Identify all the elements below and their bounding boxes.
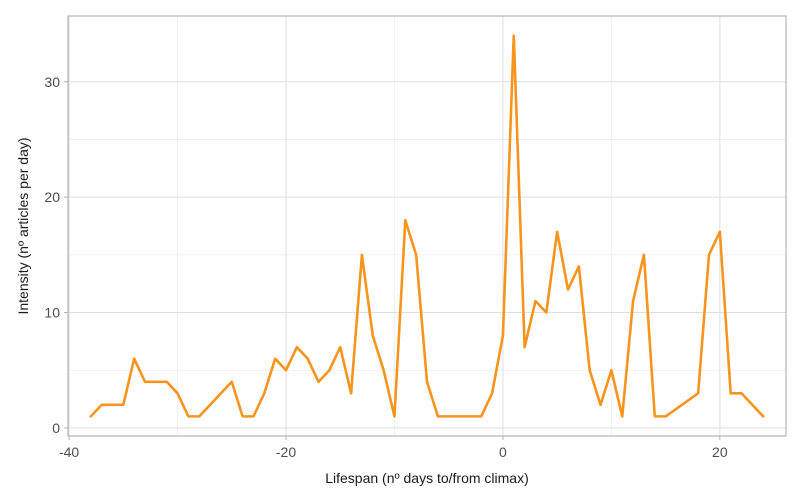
- x-tick-label: -40: [59, 444, 79, 460]
- y-tick-label: 0: [52, 420, 60, 436]
- major-gridlines: [68, 16, 786, 436]
- x-tick-label: 20: [712, 444, 728, 460]
- x-axis-title: Lifespan (nº days to/from climax): [325, 470, 529, 486]
- y-tick-label: 20: [44, 189, 60, 205]
- series-layer: [89, 34, 765, 418]
- series-line: [89, 34, 765, 418]
- plot-panel: [68, 16, 786, 436]
- x-tick-label: 0: [499, 444, 507, 460]
- y-tick-label: 10: [44, 305, 60, 321]
- plot-border: [67, 15, 787, 437]
- x-axis: -40 -20 0 20: [59, 436, 728, 460]
- y-tick-label: 30: [44, 74, 60, 90]
- x-tick-label: -20: [276, 444, 296, 460]
- y-axis-title: Intensity (nº articles per day): [15, 137, 31, 314]
- y-axis: 0 10 20 30: [44, 74, 68, 436]
